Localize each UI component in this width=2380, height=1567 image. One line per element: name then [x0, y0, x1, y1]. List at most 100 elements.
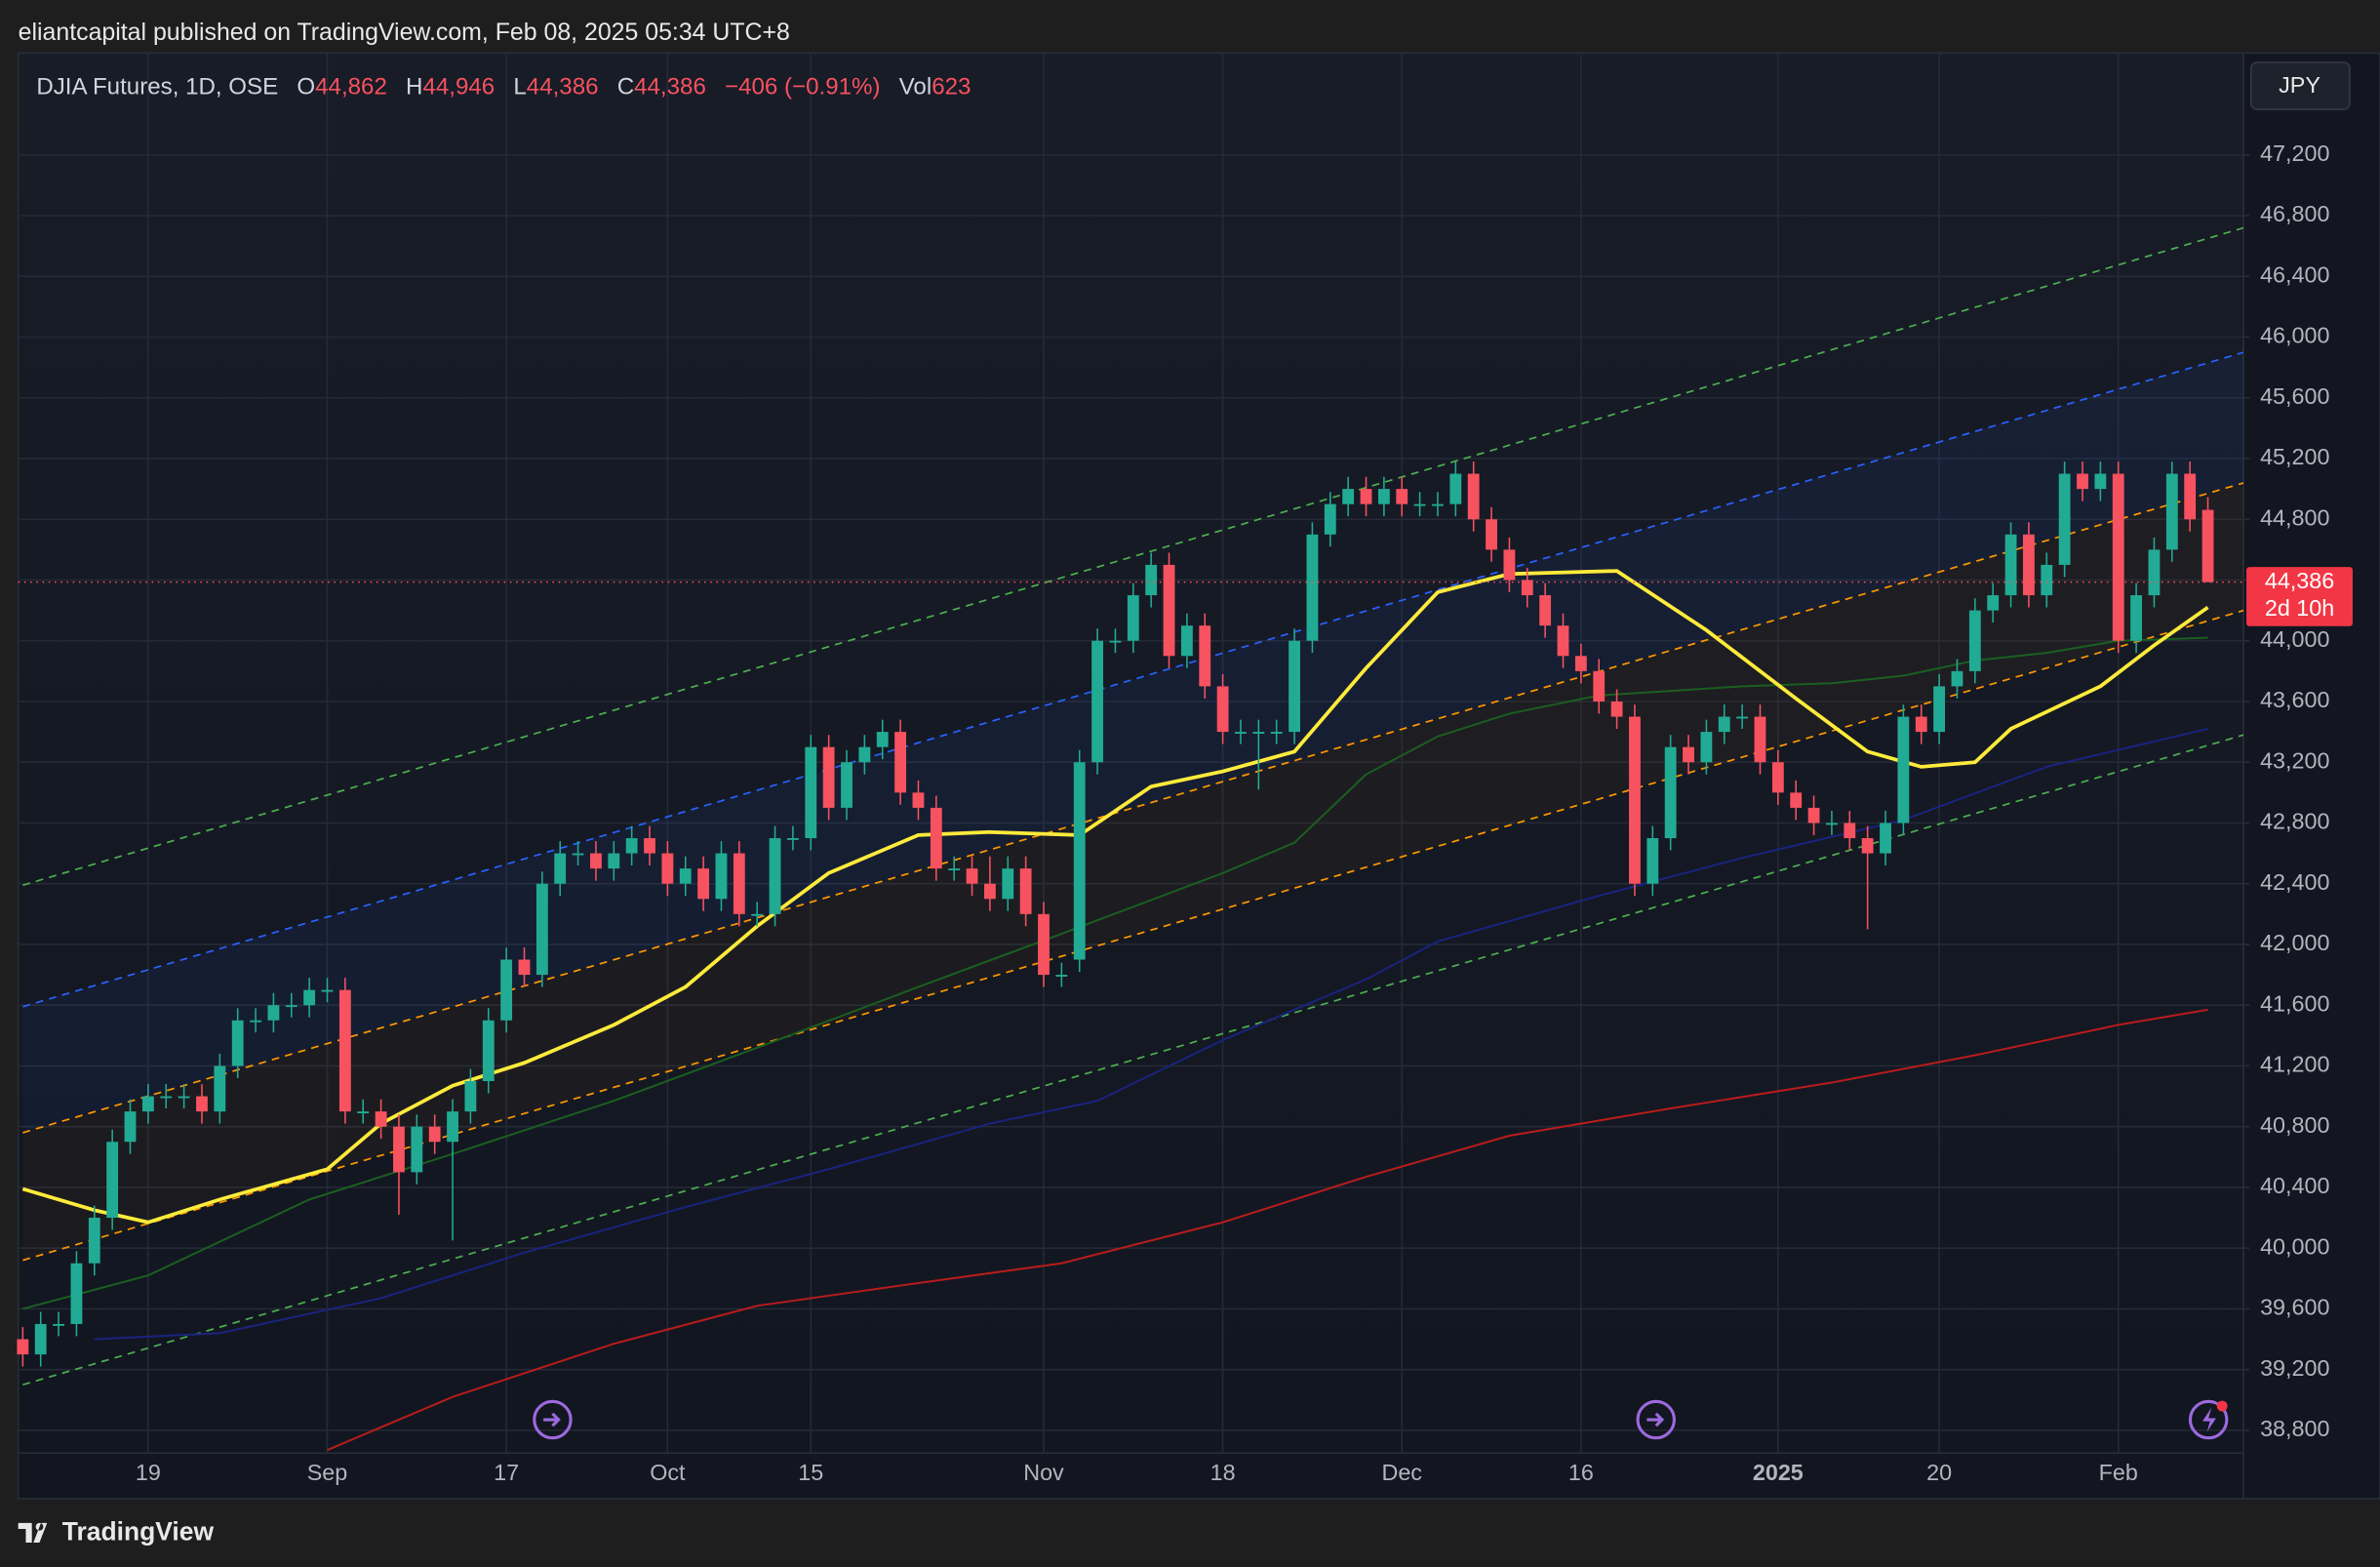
candle-body: [1826, 823, 1838, 825]
candle-body: [1360, 489, 1372, 504]
candle-body: [2165, 473, 2178, 550]
candle-body: [285, 1005, 298, 1008]
event-icon[interactable]: [533, 1399, 573, 1440]
grid: [18, 53, 2243, 1454]
candle-body: [447, 1111, 458, 1143]
legend-symbol: DJIA Futures, 1D, OSE: [36, 74, 278, 100]
channel-line: [22, 226, 2243, 887]
candle-body: [338, 989, 351, 1112]
x-tick-label: 18: [1210, 1460, 1236, 1485]
x-tick-label: 17: [494, 1460, 519, 1485]
candle-body: [1449, 473, 1462, 504]
candle-body: [482, 1020, 495, 1081]
candle-body: [518, 959, 531, 976]
logo-mark: [18, 1522, 48, 1544]
candle-body: [141, 1096, 154, 1112]
candle-body: [1700, 732, 1713, 763]
moving-average: [22, 636, 2208, 1310]
event-icon[interactable]: [2188, 1399, 2229, 1440]
legend-key: Vol: [899, 74, 932, 100]
candle-body: [303, 989, 316, 1006]
candle-body: [983, 883, 996, 900]
candle-body: [841, 762, 853, 808]
candle-body: [1646, 838, 1659, 884]
candle-body: [1127, 595, 1139, 641]
candle-body: [124, 1111, 137, 1143]
candle-body: [2023, 534, 2035, 596]
candle-body: [250, 1020, 261, 1023]
countdown-label: 2d 10h: [2265, 595, 2334, 621]
candle-body: [2094, 473, 2107, 490]
candle-body: [1324, 503, 1336, 535]
candle-body: [2112, 473, 2124, 641]
y-tick-label: 45,600: [2260, 383, 2329, 409]
candle-body: [661, 853, 674, 884]
event-icon[interactable]: [1636, 1399, 1676, 1440]
candle-body: [625, 838, 638, 854]
candle-body: [948, 868, 961, 871]
candle-body: [697, 868, 710, 900]
candle-body: [1467, 473, 1480, 520]
candle-body: [1486, 519, 1497, 550]
y-tick-label: 40,400: [2260, 1173, 2329, 1198]
candle-body: [894, 732, 907, 793]
candle-body: [231, 1020, 244, 1066]
legend-key: C: [617, 74, 634, 100]
moving-average: [94, 727, 2208, 1341]
candle-body: [733, 853, 745, 914]
candle-body: [1844, 823, 1856, 839]
currency-button[interactable]: [2249, 61, 2351, 110]
channel-line: [22, 351, 2243, 1008]
candle-body: [357, 1111, 370, 1113]
candle-body: [1539, 595, 1552, 626]
x-tick-label: Oct: [650, 1460, 686, 1485]
candle-body: [1557, 625, 1569, 657]
candle-body: [1055, 975, 1068, 977]
y-tick-label: 43,200: [2260, 747, 2329, 773]
moving-average: [327, 1008, 2208, 1452]
y-tick-label: 39,200: [2260, 1355, 2329, 1381]
candle-body: [1199, 625, 1211, 687]
candle-body: [1163, 564, 1175, 657]
candle-body: [2148, 549, 2161, 596]
x-tick-label: 19: [136, 1460, 161, 1485]
candle-body: [321, 989, 334, 992]
candle-body: [88, 1218, 100, 1264]
y-tick-label: 42,400: [2260, 869, 2329, 895]
x-tick-label: Feb: [2099, 1460, 2138, 1485]
candle-body: [1718, 716, 1730, 733]
candle-body: [1987, 595, 2000, 611]
y-tick-label: 43,600: [2260, 687, 2329, 712]
channel-line: [22, 482, 2243, 1134]
candle-body: [500, 959, 513, 1021]
y-tick-label: 42,000: [2260, 930, 2329, 955]
legend-key: H: [406, 74, 422, 100]
event-dot: [2216, 1400, 2228, 1412]
candle-body: [2041, 564, 2053, 596]
candle-body: [1790, 792, 1803, 808]
event-bolt: [2202, 1407, 2216, 1432]
legend-key: L: [513, 74, 526, 100]
candle-body: [1091, 640, 1103, 763]
y-tick-label: 46,400: [2260, 261, 2329, 287]
candle-body: [608, 853, 620, 869]
y-tick-label: 41,200: [2260, 1052, 2329, 1077]
footer-logo: TradingView: [18, 1517, 215, 1547]
candle-body: [1377, 489, 1390, 504]
x-tick-label: 20: [1926, 1460, 1952, 1485]
candle-body: [2058, 473, 2071, 565]
candle-body: [267, 1005, 280, 1021]
candle-body: [822, 746, 835, 808]
legend-value: 623: [932, 74, 971, 100]
candle-body: [715, 853, 728, 900]
candle-body: [572, 853, 584, 856]
event-arrow: [543, 1412, 561, 1427]
candle-body: [1664, 746, 1677, 839]
footer-brand: TradingView: [62, 1517, 215, 1547]
candle-body: [70, 1263, 83, 1324]
candle-body: [1968, 610, 1981, 671]
event-arrow: [1646, 1412, 1665, 1427]
candle-body: [17, 1339, 29, 1355]
x-tick-label: Sep: [307, 1460, 348, 1485]
candle-body: [1951, 670, 1964, 687]
